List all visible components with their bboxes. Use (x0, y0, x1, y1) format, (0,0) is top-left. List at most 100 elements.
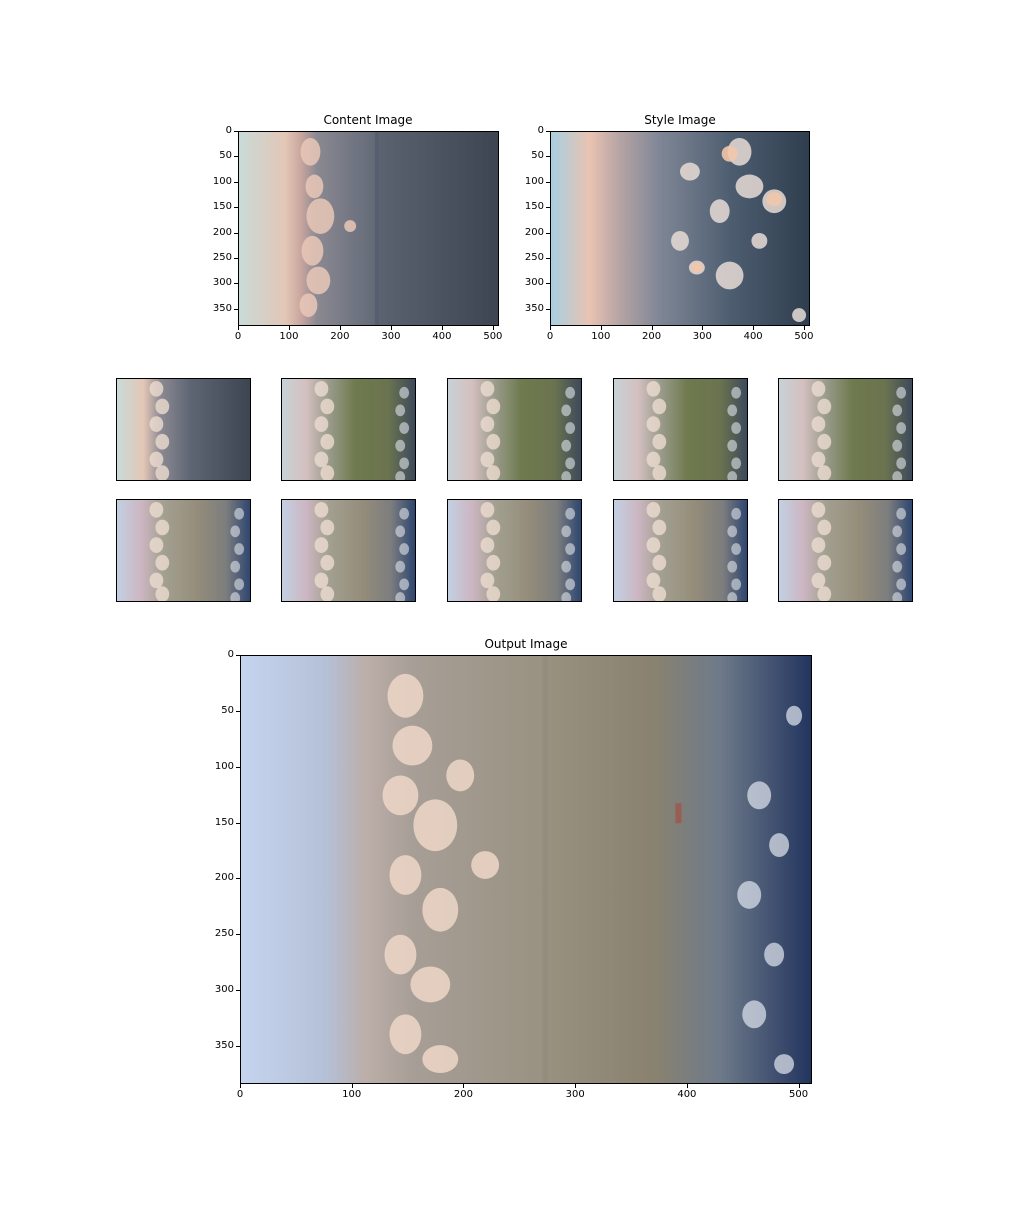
y-tick-label: 100 (212, 175, 232, 187)
x-tick-label: 200 (330, 331, 350, 342)
x-tick-label: 500 (794, 331, 814, 342)
y-tick-label: 100 (524, 175, 544, 187)
iteration-thumbnail (116, 499, 251, 602)
y-tick-label: 150 (212, 201, 232, 213)
x-tick-mark (753, 326, 755, 330)
y-tick-label: 0 (225, 125, 232, 136)
y-tick-mark (236, 766, 240, 768)
style-image-title: Style Image (644, 113, 716, 127)
x-tick-label: 100 (591, 331, 611, 342)
style-image (550, 131, 810, 326)
y-tick-mark (546, 232, 550, 234)
y-tick-label: 200 (214, 872, 234, 884)
output-image-title: Output Image (484, 637, 568, 651)
x-tick-label: 400 (432, 331, 452, 342)
x-tick-label: 100 (279, 331, 299, 342)
iteration-thumbnail (778, 378, 913, 481)
y-tick-label: 0 (537, 125, 544, 136)
y-tick-mark (236, 934, 240, 936)
x-tick-label: 300 (692, 331, 712, 342)
x-tick-mark (803, 326, 805, 330)
y-tick-label: 300 (212, 277, 232, 289)
iteration-thumbnail (447, 499, 582, 602)
y-tick-mark (546, 308, 550, 310)
y-tick-mark (236, 878, 240, 880)
x-tick-label: 300 (381, 331, 401, 342)
y-tick-label: 350 (212, 302, 232, 314)
y-tick-mark (236, 990, 240, 992)
x-tick-label: 0 (234, 331, 242, 342)
y-tick-label: 250 (212, 251, 232, 263)
y-tick-mark (546, 257, 550, 259)
x-tick-label: 200 (642, 331, 662, 342)
x-tick-mark (463, 1084, 465, 1088)
x-tick-mark (238, 326, 239, 330)
y-tick-label: 50 (221, 704, 234, 716)
y-tick-mark (546, 283, 550, 285)
x-tick-label: 0 (546, 331, 554, 342)
y-tick-label: 200 (212, 226, 232, 238)
x-tick-mark (686, 1084, 688, 1088)
x-tick-mark (288, 326, 290, 330)
x-tick-mark (600, 326, 602, 330)
x-tick-label: 400 (677, 1089, 697, 1100)
y-tick-label: 350 (524, 302, 544, 314)
iteration-thumbnail (281, 378, 416, 481)
x-tick-label: 300 (565, 1089, 585, 1100)
x-tick-label: 200 (453, 1089, 473, 1100)
iteration-thumbnail (116, 378, 251, 481)
x-tick-mark (351, 1084, 353, 1088)
y-tick-mark (546, 207, 550, 209)
y-tick-mark (234, 207, 238, 209)
y-tick-mark (234, 283, 238, 285)
y-tick-mark (234, 308, 238, 310)
y-tick-label: 250 (524, 251, 544, 263)
x-tick-mark (651, 326, 653, 330)
y-tick-mark (546, 181, 550, 183)
x-tick-label: 100 (342, 1089, 362, 1100)
y-tick-mark (234, 156, 238, 158)
y-tick-label: 50 (219, 150, 232, 162)
x-tick-label: 400 (743, 331, 763, 342)
y-tick-mark (234, 232, 238, 234)
x-tick-mark (575, 1084, 577, 1088)
y-tick-label: 100 (214, 760, 234, 772)
content-image (238, 131, 499, 326)
y-tick-mark (236, 710, 240, 712)
output-image (240, 655, 812, 1084)
iteration-thumbnail (447, 378, 582, 481)
x-tick-mark (798, 1084, 800, 1088)
y-tick-mark (236, 655, 240, 656)
y-tick-mark (236, 822, 240, 824)
x-tick-mark (492, 326, 494, 330)
x-tick-mark (441, 326, 443, 330)
y-tick-mark (234, 131, 238, 132)
x-tick-label: 500 (789, 1089, 809, 1100)
x-tick-mark (240, 1084, 241, 1088)
x-tick-label: 0 (236, 1089, 244, 1100)
y-tick-mark (236, 1046, 240, 1048)
x-tick-mark (550, 326, 551, 330)
y-tick-label: 150 (524, 201, 544, 213)
iteration-thumbnail (778, 499, 913, 602)
y-tick-mark (546, 156, 550, 158)
x-tick-mark (339, 326, 341, 330)
y-tick-mark (234, 257, 238, 259)
y-tick-label: 0 (227, 649, 234, 660)
content-image-title: Content Image (323, 113, 413, 127)
x-tick-label: 500 (483, 331, 503, 342)
y-tick-label: 300 (214, 984, 234, 996)
iteration-thumbnail (613, 378, 748, 481)
iteration-thumbnail (281, 499, 416, 602)
y-tick-label: 50 (531, 150, 544, 162)
iteration-thumbnail (613, 499, 748, 602)
y-tick-label: 150 (214, 816, 234, 828)
y-tick-label: 200 (524, 226, 544, 238)
x-tick-mark (702, 326, 704, 330)
y-tick-label: 250 (214, 928, 234, 940)
y-tick-label: 300 (524, 277, 544, 289)
y-tick-label: 350 (214, 1040, 234, 1052)
x-tick-mark (390, 326, 392, 330)
y-tick-mark (234, 181, 238, 183)
y-tick-mark (546, 131, 550, 132)
